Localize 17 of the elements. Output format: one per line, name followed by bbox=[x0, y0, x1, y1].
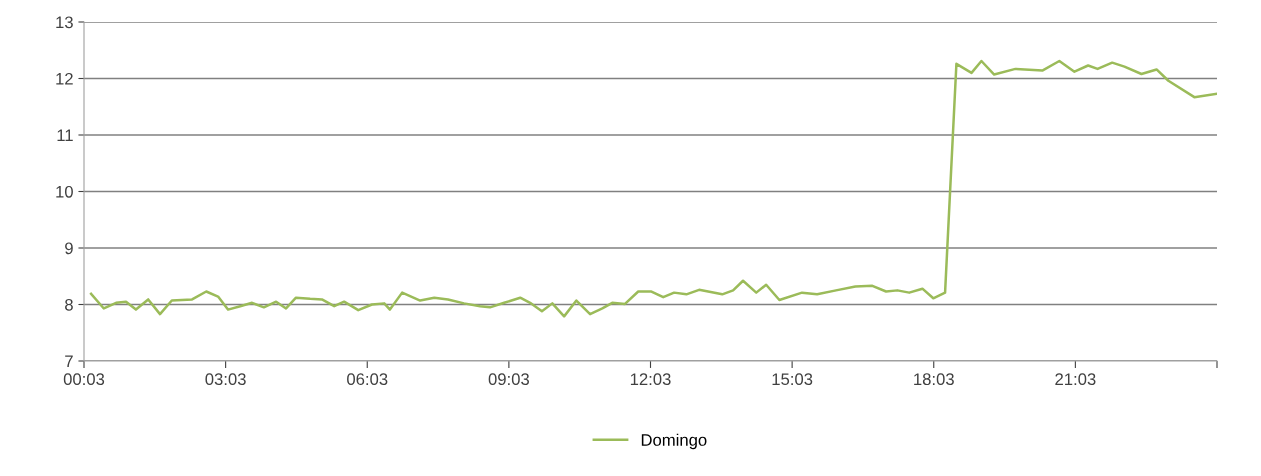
line-series bbox=[89, 59, 1217, 318]
x-tick-label: 15:03 bbox=[772, 373, 813, 386]
x-tick-label: 03:03 bbox=[205, 373, 246, 386]
x-tick-label: 18:03 bbox=[914, 373, 954, 386]
x-tick-label: 00:03 bbox=[63, 373, 105, 386]
y-tick-label: 12 bbox=[56, 72, 73, 85]
y-tick-label: 13 bbox=[56, 16, 73, 29]
x-tick-label: 09:03 bbox=[488, 373, 529, 386]
legend-label: Domingo bbox=[641, 433, 707, 450]
x-tick-label: 21:03 bbox=[1055, 373, 1096, 386]
x-tick-label: 06:03 bbox=[347, 373, 388, 386]
x-tick-label: 12:03 bbox=[630, 373, 671, 386]
y-tick-label: 10 bbox=[56, 185, 73, 198]
y-tick-label: 8 bbox=[65, 298, 73, 311]
y-tick-label: 7 bbox=[65, 355, 73, 368]
y-tick-label: 9 bbox=[65, 242, 73, 255]
y-tick-label: 11 bbox=[57, 129, 73, 142]
